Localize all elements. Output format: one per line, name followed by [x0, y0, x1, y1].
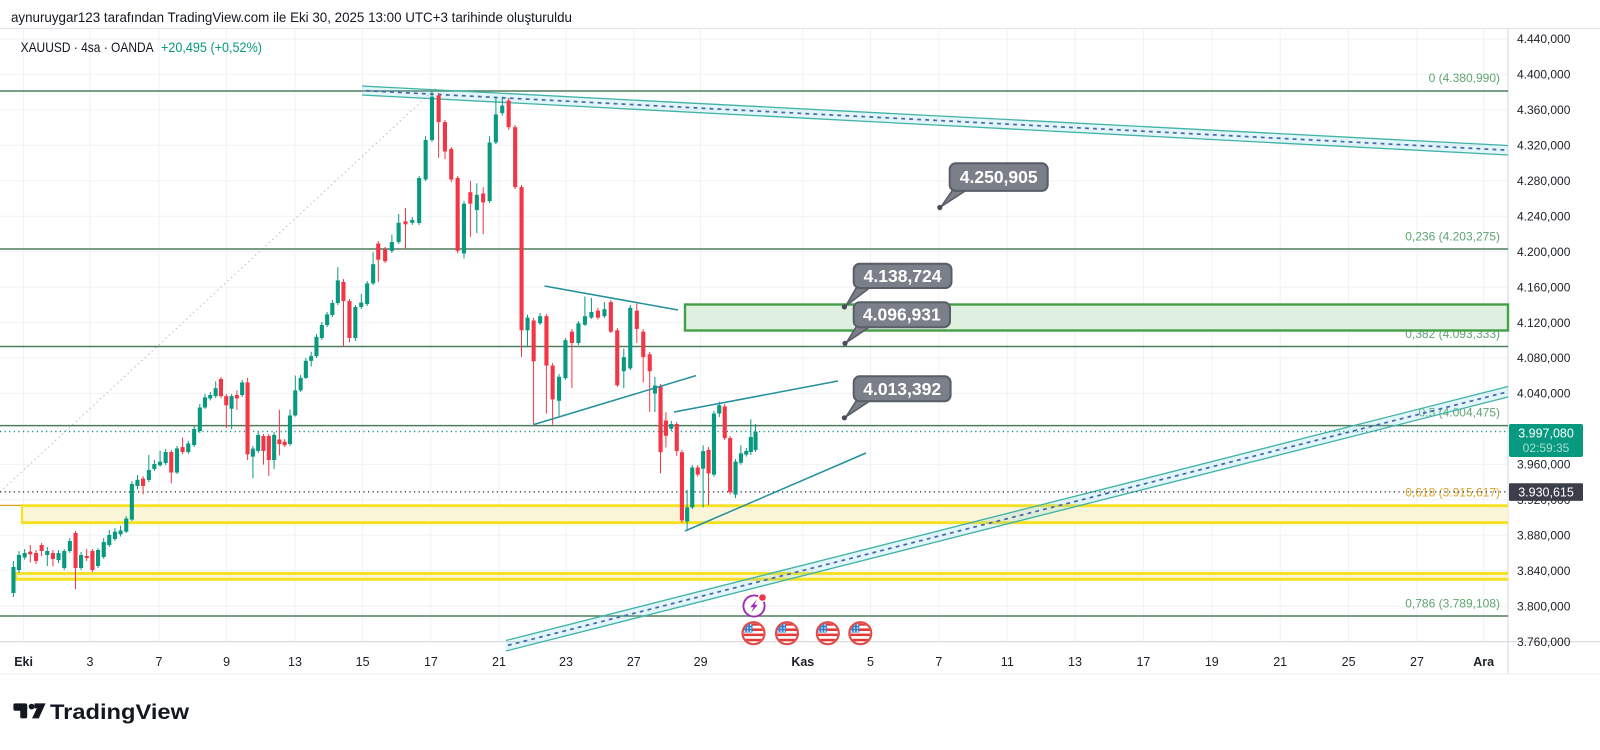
svg-text:Kas: Kas	[791, 655, 814, 669]
svg-text:aynuruygar123 tarafından Tradi: aynuruygar123 tarafından TradingView.com…	[11, 9, 572, 25]
svg-text:4.200,000: 4.200,000	[1517, 245, 1571, 259]
svg-text:7: 7	[156, 655, 163, 669]
svg-text:27: 27	[1410, 655, 1424, 669]
svg-text:4.440,000: 4.440,000	[1517, 32, 1571, 46]
svg-text:0 (4.380,990): 0 (4.380,990)	[1429, 71, 1500, 85]
svg-text:23: 23	[559, 655, 573, 669]
svg-text:0,618 (3.915,617): 0,618 (3.915,617)	[1405, 486, 1500, 500]
svg-text:4.096,931: 4.096,931	[863, 305, 941, 325]
svg-text:02:59:35: 02:59:35	[1523, 441, 1570, 455]
svg-text:3.840,000: 3.840,000	[1517, 564, 1571, 578]
svg-text:21: 21	[1273, 655, 1287, 669]
svg-text:4.320,000: 4.320,000	[1517, 139, 1571, 153]
svg-text:4.013,392: 4.013,392	[863, 379, 941, 399]
svg-text:3: 3	[87, 655, 94, 669]
svg-text:3.997,080: 3.997,080	[1518, 427, 1574, 441]
svg-text:15: 15	[356, 655, 370, 669]
svg-text:21: 21	[492, 655, 506, 669]
svg-text:17: 17	[424, 655, 438, 669]
svg-text:3.800,000: 3.800,000	[1517, 599, 1571, 613]
svg-text:4.280,000: 4.280,000	[1517, 174, 1571, 188]
svg-text:TradingView: TradingView	[50, 701, 190, 724]
svg-text:29: 29	[694, 655, 708, 669]
svg-text:+20,495 (+0,52%): +20,495 (+0,52%)	[161, 39, 262, 55]
svg-text:0,786 (3.789,108): 0,786 (3.789,108)	[1405, 597, 1500, 611]
svg-text:4.160,000: 4.160,000	[1517, 280, 1571, 294]
svg-text:3.880,000: 3.880,000	[1517, 529, 1571, 543]
svg-text:3.930,615: 3.930,615	[1518, 485, 1574, 499]
svg-text:9: 9	[223, 655, 230, 669]
svg-text:4.120,000: 4.120,000	[1517, 316, 1571, 330]
svg-text:0,236 (4.203,275): 0,236 (4.203,275)	[1405, 230, 1500, 244]
svg-text:19: 19	[1205, 655, 1219, 669]
svg-text:17: 17	[1136, 655, 1150, 669]
svg-text:7: 7	[935, 655, 942, 669]
svg-text:5: 5	[867, 655, 874, 669]
svg-text:11: 11	[1001, 655, 1014, 669]
svg-text:27: 27	[627, 655, 641, 669]
svg-text:13: 13	[1068, 655, 1082, 669]
svg-text:XAUUSD · 4sa · OANDA: XAUUSD · 4sa · OANDA	[21, 39, 155, 55]
svg-text:4.080,000: 4.080,000	[1517, 351, 1571, 365]
svg-text:4.360,000: 4.360,000	[1517, 103, 1571, 117]
svg-text:13: 13	[288, 655, 302, 669]
svg-text:3.760,000: 3.760,000	[1517, 635, 1571, 649]
svg-text:4.040,000: 4.040,000	[1517, 387, 1571, 401]
svg-text:Eki: Eki	[14, 655, 33, 669]
svg-text:4.400,000: 4.400,000	[1517, 68, 1571, 82]
svg-text:4.240,000: 4.240,000	[1517, 209, 1571, 223]
svg-text:4.138,724: 4.138,724	[864, 266, 942, 286]
svg-text:3.960,000: 3.960,000	[1517, 458, 1571, 472]
svg-text:25: 25	[1342, 655, 1356, 669]
svg-text:Ara: Ara	[1473, 655, 1495, 669]
svg-text:4.250,905: 4.250,905	[960, 167, 1038, 187]
